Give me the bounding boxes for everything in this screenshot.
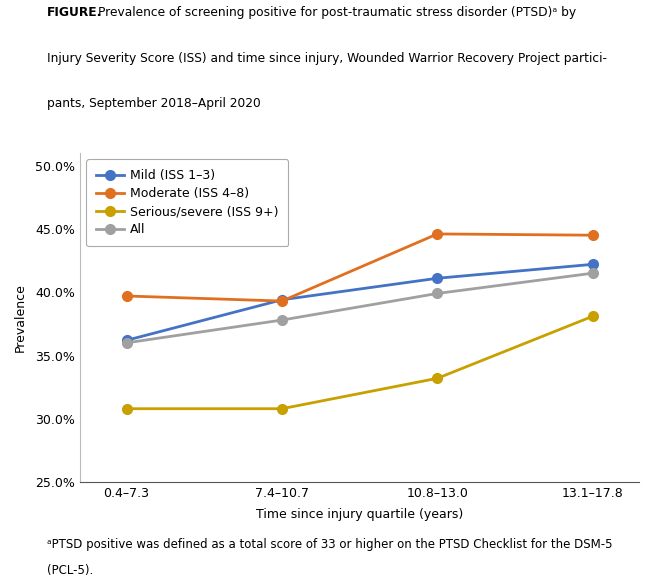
All xyxy=(589,270,597,277)
Line: All: All xyxy=(122,268,597,348)
All xyxy=(434,290,442,297)
Serious/severe (ISS 9+) xyxy=(123,405,131,412)
Line: Serious/severe (ISS 9+): Serious/severe (ISS 9+) xyxy=(122,312,597,413)
Line: Moderate (ISS 4–8): Moderate (ISS 4–8) xyxy=(122,229,597,306)
Mild (ISS 1–3) xyxy=(434,275,442,282)
Text: pants, September 2018–April 2020: pants, September 2018–April 2020 xyxy=(47,97,260,110)
Y-axis label: Prevalence: Prevalence xyxy=(14,283,27,352)
X-axis label: Time since injury quartile (years): Time since injury quartile (years) xyxy=(256,509,464,522)
Text: FIGURE.: FIGURE. xyxy=(47,6,102,19)
Mild (ISS 1–3) xyxy=(123,337,131,344)
Line: Mild (ISS 1–3): Mild (ISS 1–3) xyxy=(122,259,597,345)
Moderate (ISS 4–8) xyxy=(434,230,442,238)
Moderate (ISS 4–8) xyxy=(278,298,286,305)
Text: ᵃPTSD positive was defined as a total score of 33 or higher on the PTSD Checklis: ᵃPTSD positive was defined as a total sc… xyxy=(47,538,612,551)
Serious/severe (ISS 9+) xyxy=(434,375,442,382)
Serious/severe (ISS 9+) xyxy=(278,405,286,412)
Text: Prevalence of screening positive for post-traumatic stress disorder (PTSD)ᵃ by: Prevalence of screening positive for pos… xyxy=(98,6,576,19)
Serious/severe (ISS 9+) xyxy=(589,313,597,320)
Mild (ISS 1–3) xyxy=(278,296,286,303)
All xyxy=(278,316,286,323)
All xyxy=(123,339,131,346)
Moderate (ISS 4–8) xyxy=(123,292,131,299)
Text: (PCL-5).: (PCL-5). xyxy=(47,564,93,577)
Moderate (ISS 4–8) xyxy=(589,232,597,239)
Text: Injury Severity Score (ISS) and time since injury, Wounded Warrior Recovery Proj: Injury Severity Score (ISS) and time sin… xyxy=(47,52,607,65)
Legend: Mild (ISS 1–3), Moderate (ISS 4–8), Serious/severe (ISS 9+), All: Mild (ISS 1–3), Moderate (ISS 4–8), Seri… xyxy=(86,159,288,246)
Mild (ISS 1–3) xyxy=(589,261,597,268)
